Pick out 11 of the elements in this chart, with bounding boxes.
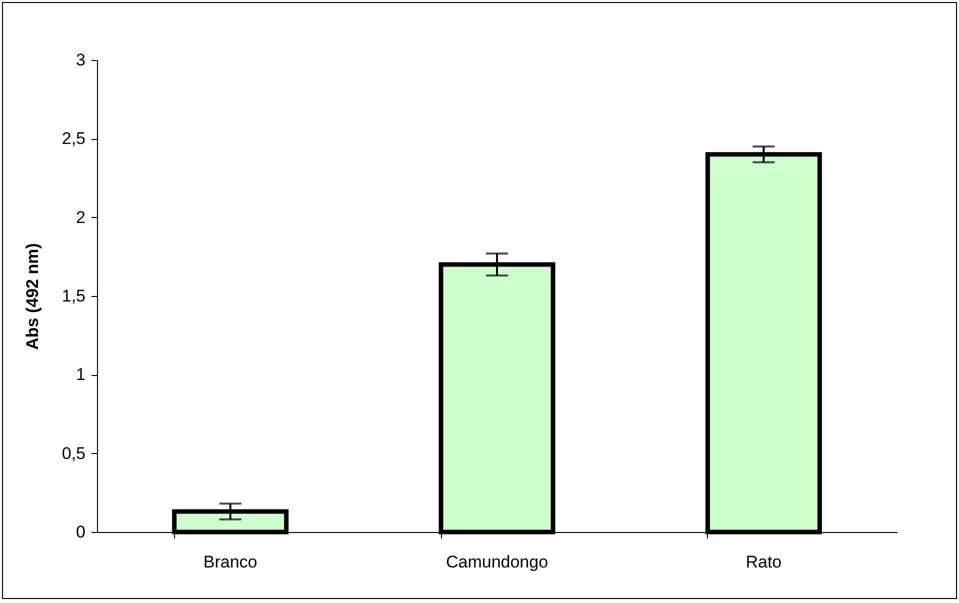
x-tick-label: Camundongo xyxy=(446,552,548,572)
x-tick-label: Branco xyxy=(203,552,258,572)
y-tick-label: 1,5 xyxy=(62,286,86,306)
y-tick-label: 2 xyxy=(76,208,86,227)
y-tick-label: 0,5 xyxy=(62,444,86,463)
x-tick-label: Rato xyxy=(746,552,782,572)
y-tick-label: 3 xyxy=(76,50,86,70)
y-tick-label: 0 xyxy=(76,522,86,542)
y-tick-label: 2,5 xyxy=(62,129,86,148)
y-axis-title: Abs (492 nm) xyxy=(22,243,42,350)
y-tick-label: 1 xyxy=(76,365,86,384)
